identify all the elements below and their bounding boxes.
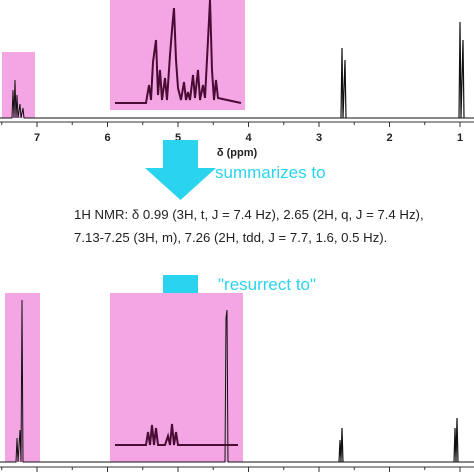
- tick-label: 4: [245, 132, 252, 144]
- nmr-summary: 1H NMR: δ 0.99 (3H, t, J = 7.4 Hz), 2.65…: [74, 207, 424, 245]
- arrow: [145, 140, 216, 200]
- spectrum-trace: [0, 79, 474, 119]
- tick-label: 6: [104, 132, 110, 144]
- spectrum-trace: [0, 299, 474, 463]
- axis-label: δ (ppm): [217, 147, 258, 159]
- axis-ticks: [1, 467, 461, 472]
- tick-label: 3: [316, 132, 322, 144]
- tick-label: 2: [386, 132, 392, 144]
- arrow-label: summarizes to: [215, 163, 326, 182]
- arrow-label: "resurrect to": [218, 275, 316, 294]
- tick-label: 1: [457, 132, 463, 144]
- highlight-box: [2, 52, 35, 118]
- highlight-box: [110, 0, 245, 110]
- zoomed-multiplet: [115, 0, 242, 104]
- spectrum-peaks: [340, 21, 465, 119]
- spectrum-peaks: [338, 417, 459, 463]
- zoomed-multiplet: [115, 423, 238, 446]
- axis-ticks: 7 6 5 4 3 2 1: [1, 122, 463, 144]
- tick-label: 7: [34, 132, 40, 144]
- tick-label: 5: [175, 132, 181, 144]
